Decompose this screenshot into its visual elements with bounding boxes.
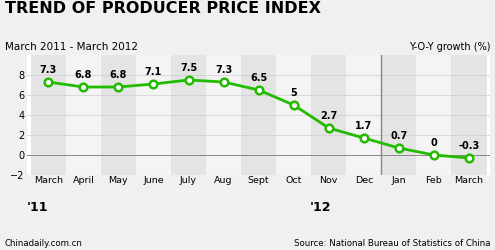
Text: 7.5: 7.5 [180,63,197,73]
Bar [381,55,416,175]
Text: 1.7: 1.7 [355,121,372,131]
Bar [346,55,381,175]
Text: -0.3: -0.3 [458,141,480,151]
Text: Source: National Bureau of Statistics of China: Source: National Bureau of Statistics of… [294,238,490,248]
Text: 6.8: 6.8 [110,70,127,80]
Text: '11: '11 [27,201,49,214]
Text: 6.8: 6.8 [75,70,92,80]
Text: Chinadaily.com.cn: Chinadaily.com.cn [5,238,83,248]
Text: 2.7: 2.7 [320,111,338,121]
Text: 6.5: 6.5 [250,73,267,83]
Text: 5: 5 [291,88,297,98]
Bar [136,55,171,175]
Text: '12: '12 [309,201,331,214]
Bar [416,55,451,175]
Bar [66,55,101,175]
Text: 7.3: 7.3 [215,65,232,75]
Bar [241,55,276,175]
Bar [276,55,311,175]
Bar [31,55,66,175]
Text: 7.1: 7.1 [145,67,162,77]
Bar [101,55,136,175]
Text: 0.7: 0.7 [390,131,407,141]
Bar [311,55,346,175]
Bar [451,55,487,175]
Text: 7.3: 7.3 [40,65,57,75]
Text: March 2011 - March 2012: March 2011 - March 2012 [5,42,138,52]
Text: TREND OF PRODUCER PRICE INDEX: TREND OF PRODUCER PRICE INDEX [5,1,321,16]
Text: Y-O-Y growth (%): Y-O-Y growth (%) [408,42,490,52]
Bar [206,55,241,175]
Bar [171,55,206,175]
Text: 0: 0 [431,138,437,148]
